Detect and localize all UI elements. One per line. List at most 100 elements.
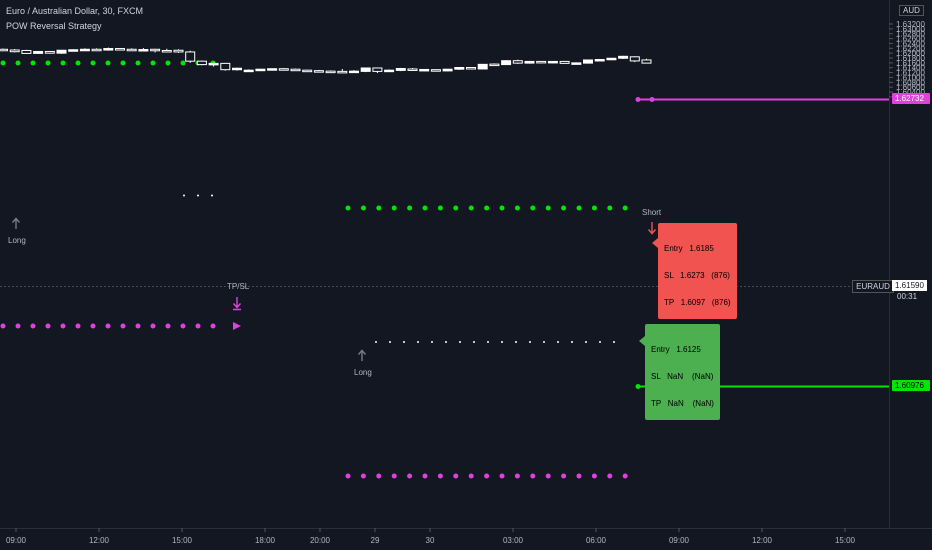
- green-level-dot: [576, 205, 582, 211]
- short-entry: Entry 1.6185: [664, 244, 714, 253]
- candle-body: [430, 69, 441, 72]
- candle-body: [103, 48, 114, 51]
- candle-body: [9, 49, 20, 53]
- time-tick-label: 09:00: [6, 536, 27, 545]
- green-level-dot: [60, 60, 66, 66]
- candle-body: [185, 51, 196, 62]
- candle: [208, 62, 219, 67]
- green-level-dot: [484, 205, 490, 211]
- candle: [243, 69, 254, 73]
- currency-label[interactable]: AUD: [899, 5, 924, 16]
- tp-sl-marker[interactable]: TP/SL: [227, 282, 250, 330]
- upper-level-start-dot: [635, 97, 641, 102]
- candle: [442, 68, 453, 72]
- time-tick-label: 09:00: [669, 536, 690, 545]
- time-tick-label: 29: [371, 536, 380, 545]
- price-tick-label: 1.62000: [896, 49, 925, 58]
- candle: [547, 60, 558, 64]
- symbol-tag[interactable]: EURAUD: [852, 280, 894, 293]
- candle: [56, 49, 67, 54]
- candle: [161, 48, 172, 53]
- candle: [21, 49, 32, 54]
- magenta-level-dot: [514, 473, 520, 479]
- candle: [196, 60, 207, 66]
- candle: [536, 60, 547, 64]
- candle-body: [232, 67, 242, 71]
- time-tick-label: 03:00: [503, 536, 524, 545]
- long-signal-label: Long: [8, 236, 26, 245]
- candle: [9, 49, 20, 53]
- magenta-level-dot: [453, 473, 459, 479]
- price-tick-label: 1.60800: [896, 78, 925, 87]
- candle-body: [243, 69, 254, 73]
- green-level-dot: [135, 60, 141, 66]
- time-axis[interactable]: 09:00 12:00 15:00 18:00 20:00 29 30 03:00 06:00 0…: [6, 528, 856, 545]
- candle: [232, 67, 242, 71]
- price-tick-label: 1.61800: [896, 54, 925, 63]
- price-tick-label: 1.60400: [896, 88, 925, 97]
- last-price-tag: 1.61590: [892, 280, 927, 291]
- candle-body: [337, 70, 348, 74]
- candle-body: [91, 48, 102, 52]
- short-signal[interactable]: Short: [642, 208, 662, 235]
- green-level-dot: [437, 205, 443, 211]
- candle: [220, 62, 231, 71]
- candle: [91, 48, 102, 52]
- price-axis[interactable]: 1.632001.630001.628001.626001.624001.622…: [889, 20, 925, 102]
- candle-body: [115, 48, 125, 51]
- level-tick-dot: [431, 341, 433, 343]
- candle-body: [360, 67, 371, 72]
- arrow-down-icon: [647, 222, 657, 235]
- candle: [185, 50, 196, 63]
- candle-body: [618, 55, 629, 59]
- price-tick-label: 1.61600: [896, 59, 925, 68]
- candle-body: [267, 68, 278, 71]
- tp-sl-label: TP/SL: [227, 282, 250, 291]
- candle: [360, 67, 371, 73]
- candle-body: [547, 60, 558, 64]
- magenta-level-dot: [195, 323, 201, 329]
- green-level-dot: [165, 60, 171, 66]
- green-level-dot: [75, 60, 81, 66]
- candle: [477, 63, 488, 70]
- candle: [419, 68, 430, 72]
- candle: [0, 48, 8, 52]
- long-signal-1[interactable]: Long: [8, 217, 26, 246]
- magenta-level-dot: [376, 473, 382, 479]
- symbol-title[interactable]: Euro / Australian Dollar, 30, FXCM: [6, 6, 144, 16]
- level-tick-dot: [197, 194, 199, 197]
- candle: [337, 68, 348, 74]
- long-signal-2[interactable]: Long: [354, 349, 372, 378]
- magenta-level-dot: [591, 473, 597, 479]
- magenta-level-dot: [561, 473, 567, 479]
- level-tick-dot: [585, 341, 587, 343]
- price-tick-label: 1.60600: [896, 83, 925, 92]
- green-level-dot: [15, 60, 21, 66]
- exit-marker-icon: [233, 322, 241, 330]
- magenta-level-dot: [210, 323, 216, 329]
- level-tick-dot: [445, 341, 447, 343]
- candle: [430, 69, 441, 72]
- level-tick-dot: [389, 341, 391, 343]
- green-level-dot: [345, 205, 351, 211]
- green-level-dot: [391, 205, 397, 211]
- level-tick-dot: [487, 341, 489, 343]
- lower-level-start-dot: [635, 384, 641, 389]
- candle-body: [594, 58, 605, 62]
- candle: [325, 70, 336, 74]
- candle-body: [384, 69, 395, 73]
- candle-body: [56, 49, 67, 54]
- long-entry: Entry 1.6125: [651, 345, 701, 354]
- price-tick-label: 1.63200: [896, 20, 925, 29]
- strategy-name[interactable]: POW Reversal Strategy: [6, 21, 102, 31]
- long-stop-loss: SL NaN (NaN): [651, 372, 714, 381]
- magenta-level-dot: [391, 473, 397, 479]
- candle-body: [255, 68, 266, 72]
- candle-body: [606, 57, 617, 61]
- long-signal-label: Long: [354, 368, 372, 377]
- candle-body: [313, 70, 324, 73]
- upper-level-dot: [649, 97, 655, 102]
- candle: [173, 49, 184, 53]
- magenta-level-dot: [545, 473, 551, 479]
